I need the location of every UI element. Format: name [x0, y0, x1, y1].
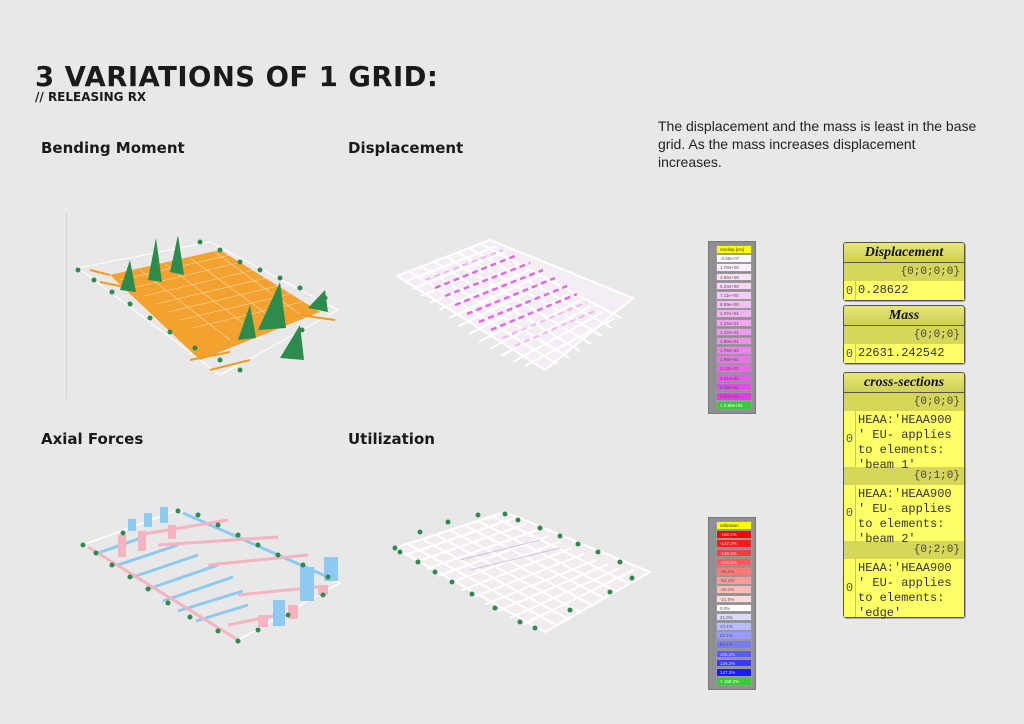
description-text: The displacement and the mass is least i… — [658, 118, 977, 170]
cross-section-value: HEAA:'HEAA900 ' EU- applies to elements:… — [858, 413, 952, 472]
label-utilization: Utilization — [348, 430, 435, 448]
axial-forces-diagram — [80, 507, 342, 644]
utilization-diagram — [392, 510, 653, 634]
mass-panel[interactable]: Mass {0;0;0} 0 22631.242542 — [843, 305, 965, 364]
panel-title: Mass — [844, 306, 964, 326]
page-subtitle: // RELEASING RX — [35, 90, 147, 104]
label-axial-forces: Axial Forces — [41, 430, 144, 448]
displacement-legend: resdisp [cm] -2.65e-07 1.78e+00 3.56e+00… — [708, 241, 756, 415]
mass-value: 22631.242542 — [858, 346, 945, 360]
legend-title: utilization — [716, 521, 752, 530]
label-bending-moment: Bending Moment — [41, 139, 185, 157]
panel-title: Displacement — [844, 243, 964, 263]
panel-path: {0;0;0} — [844, 326, 964, 344]
label-displacement: Displacement — [348, 139, 464, 157]
page-title: 3 VARIATIONS OF 1 GRID: — [35, 60, 439, 93]
utilization-legend: utilization -168.2% -147.2% -126.2% -105… — [708, 517, 756, 691]
divider-line — [66, 213, 67, 398]
cross-section-value: HEAA:'HEAA900 ' EU- applies to elements:… — [858, 487, 952, 546]
panel-path: {0;2;0} — [844, 541, 964, 559]
panel-index: 0 — [844, 559, 856, 617]
panel-path: {0;0;0} — [844, 393, 964, 411]
panel-index: 0 — [844, 281, 856, 300]
panel-path: {0;0;0;0} — [844, 263, 964, 281]
panel-title: cross-sections — [844, 373, 964, 393]
bending-moment-diagram — [75, 235, 340, 376]
legend-title: resdisp [cm] — [716, 245, 752, 254]
panel-index: 0 — [844, 411, 856, 467]
panel-path: {0;1;0} — [844, 467, 964, 485]
displacement-value: 0.28622 — [858, 283, 909, 297]
panel-index: 0 — [844, 344, 856, 363]
cross-section-value: HEAA:'HEAA900 ' EU- applies to elements:… — [858, 561, 952, 620]
cross-sections-panel[interactable]: cross-sections {0;0;0} 0 HEAA:'HEAA900 '… — [843, 372, 965, 620]
displacement-panel[interactable]: Displacement {0;0;0;0} 0 0.28622 — [843, 242, 965, 301]
panel-index: 0 — [844, 485, 856, 541]
displacement-diagram — [395, 238, 635, 372]
